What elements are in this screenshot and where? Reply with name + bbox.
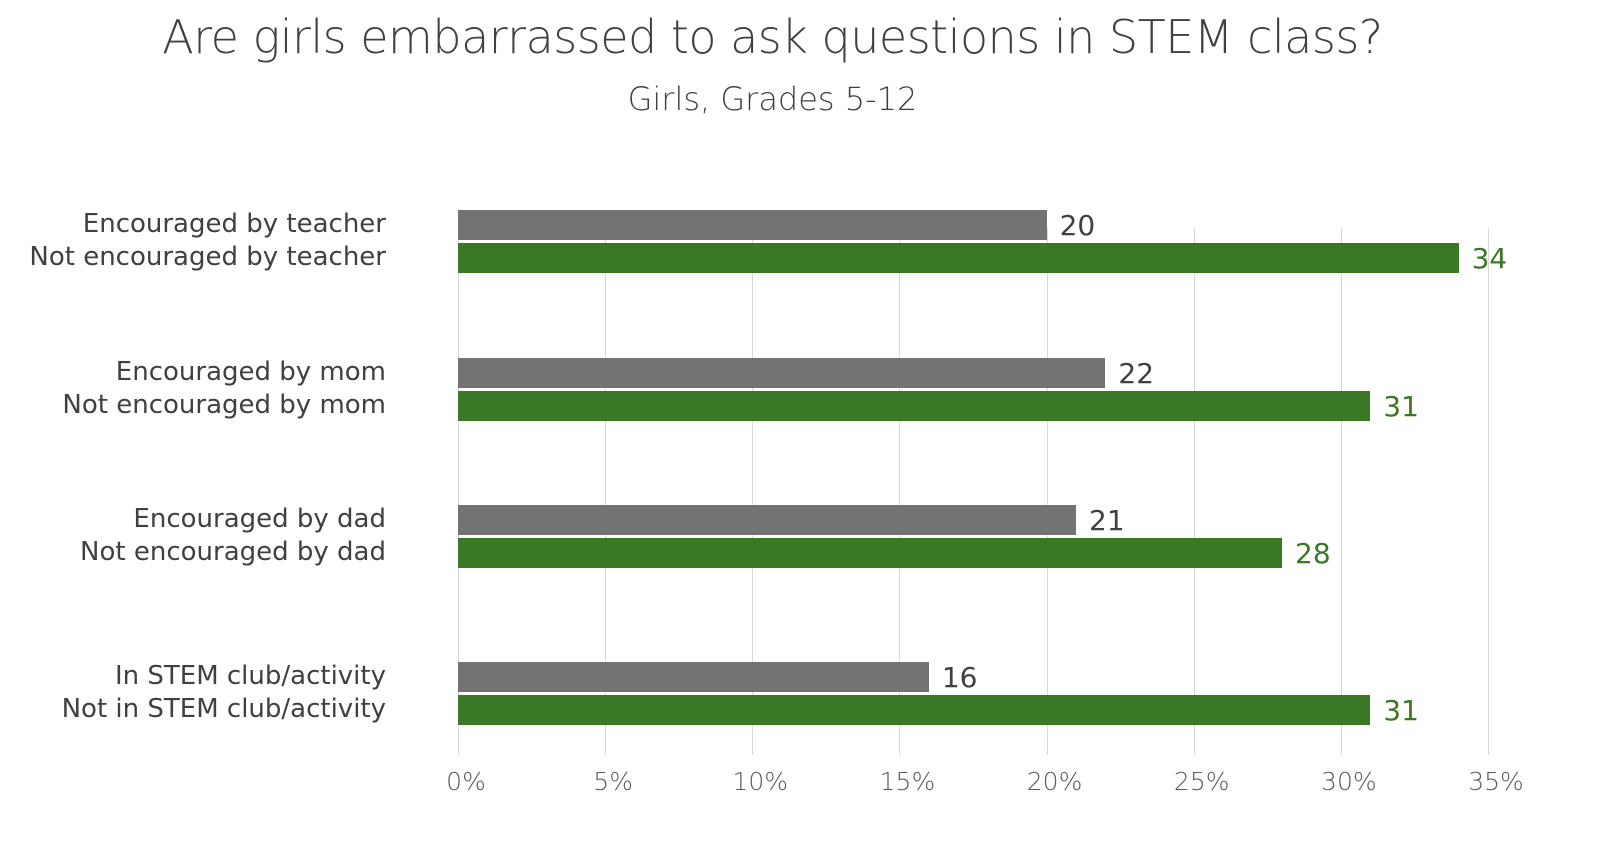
x-tick-label: 5% xyxy=(593,767,633,796)
bar-in-stem-club-activity xyxy=(458,662,929,692)
bar-encouraged-by-mom xyxy=(458,358,1106,388)
gridline xyxy=(1193,228,1195,755)
category-label: Encouraged by teacher xyxy=(82,209,386,239)
category-label: Not encouraged by dad xyxy=(80,537,386,567)
x-tick-label: 20% xyxy=(1026,767,1083,796)
gridline xyxy=(899,228,901,755)
x-tick-label: 0% xyxy=(446,767,486,796)
gridline xyxy=(605,228,607,755)
data-label: 34 xyxy=(1471,242,1508,275)
data-label: 31 xyxy=(1383,390,1419,423)
category-label: Not in STEM club/activity xyxy=(61,694,386,724)
bar-encouraged-by-teacher xyxy=(458,210,1047,240)
category-label: Encouraged by dad xyxy=(133,504,386,534)
category-label: In STEM club/activity xyxy=(114,661,386,691)
x-tick-label: 30% xyxy=(1321,767,1377,796)
x-tick-label: 35% xyxy=(1468,767,1524,796)
category-label: Encouraged by mom xyxy=(115,357,386,387)
bar-not-in-stem-club-activity xyxy=(458,695,1371,725)
data-label: 31 xyxy=(1383,694,1419,727)
bar-not-encouraged-by-dad xyxy=(458,538,1282,568)
data-label: 21 xyxy=(1089,504,1125,537)
gridline xyxy=(1340,228,1342,755)
bar-not-encouraged-by-teacher xyxy=(458,243,1459,273)
chart-title: Are girls embarrassed to ask questions i… xyxy=(162,10,1383,64)
data-label: 22 xyxy=(1118,357,1155,390)
data-label: 20 xyxy=(1059,209,1096,242)
gridline xyxy=(1488,228,1489,755)
category-label: Not encouraged by teacher xyxy=(29,242,386,272)
data-label: 16 xyxy=(941,661,978,694)
x-tick-label: 10% xyxy=(732,767,789,796)
x-tick-label: 15% xyxy=(879,767,936,796)
x-tick-label: 25% xyxy=(1173,767,1230,796)
bar-encouraged-by-dad xyxy=(458,505,1076,535)
gridline xyxy=(458,228,459,755)
plot-area: 20 34 22 31 21 28 16 31 xyxy=(458,210,1507,755)
bar-not-encouraged-by-mom xyxy=(458,391,1371,421)
category-label: Not encouraged by mom xyxy=(62,390,386,420)
gridline xyxy=(752,228,754,755)
chart-subtitle: Girls, Grades 5-12 xyxy=(627,80,918,118)
gridline xyxy=(1046,228,1048,755)
data-label: 28 xyxy=(1295,537,1331,570)
